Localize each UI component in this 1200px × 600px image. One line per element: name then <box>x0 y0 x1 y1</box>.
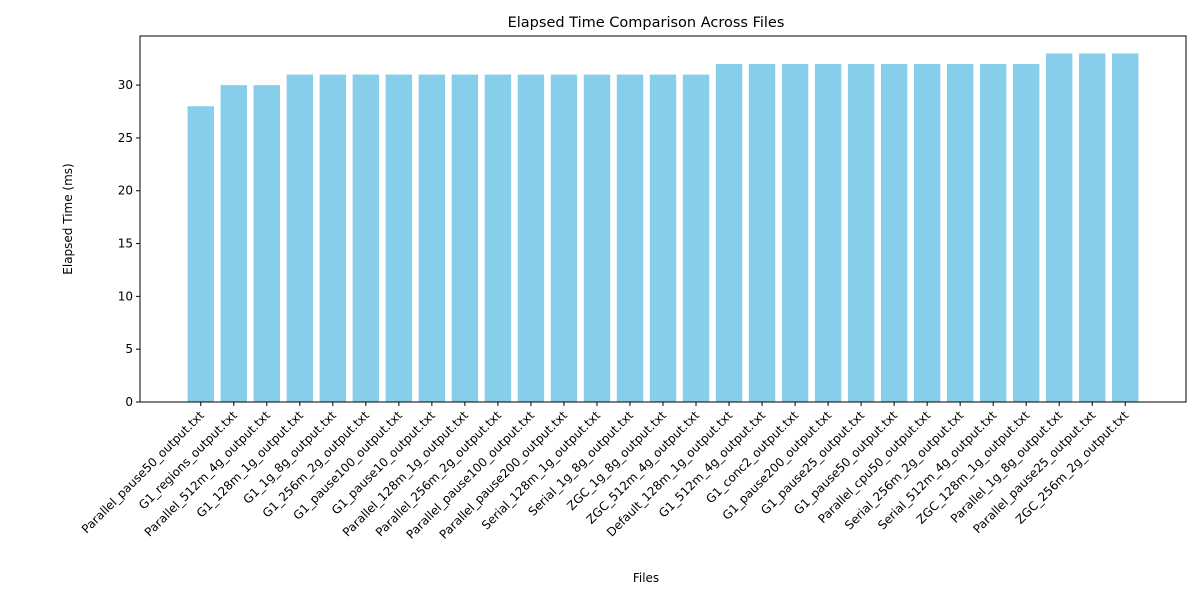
bar-18 <box>781 63 809 403</box>
y-tick-label-2: 10 <box>118 289 133 303</box>
bar-12 <box>583 74 611 403</box>
bar-14 <box>649 74 677 403</box>
bar-26 <box>1046 53 1073 403</box>
y-tick-label-1: 5 <box>125 342 133 356</box>
bar-20 <box>847 63 875 403</box>
y-axis-label: Elapsed Time (ms) <box>61 163 75 274</box>
bar-23 <box>946 63 974 403</box>
x-axis: Parallel_pause50_output.txtG1_regions_ou… <box>79 402 1132 542</box>
bar-22 <box>913 63 941 403</box>
bar-28 <box>1112 53 1139 403</box>
y-tick-label-0: 0 <box>125 395 133 409</box>
x-tick-label-0: Parallel_pause50_output.txt <box>79 408 207 536</box>
x-axis-label: Files <box>633 571 659 585</box>
x-tick-label-2: Parallel_512m_4g_output.txt <box>142 408 273 539</box>
bar-15 <box>682 74 710 403</box>
bar-8 <box>451 74 479 403</box>
bar-7 <box>418 74 446 403</box>
bar-3 <box>286 74 314 403</box>
bar-21 <box>880 63 908 403</box>
bar-5 <box>352 74 380 403</box>
bar-10 <box>517 74 545 403</box>
y-tick-label-4: 20 <box>118 184 133 198</box>
bar-1 <box>220 85 247 402</box>
bar-24 <box>979 63 1007 403</box>
bar-27 <box>1079 53 1106 403</box>
bar-0 <box>187 106 214 402</box>
bar-6 <box>385 74 413 403</box>
y-tick-label-5: 25 <box>118 131 133 145</box>
bar-11 <box>550 74 578 403</box>
chart-title: Elapsed Time Comparison Across Files <box>508 15 785 31</box>
bar-16 <box>715 63 743 403</box>
y-axis: 0 5 10 15 20 25 30 <box>118 78 140 409</box>
bar-17 <box>748 63 776 403</box>
bar-19 <box>814 63 842 403</box>
bars-group <box>187 53 1139 403</box>
y-tick-label-3: 15 <box>118 237 133 251</box>
bar-4 <box>319 74 347 403</box>
bar-2 <box>253 85 280 402</box>
plot-frame <box>139 35 1187 403</box>
y-tick-label-6: 30 <box>118 78 133 92</box>
bar-9 <box>484 74 512 403</box>
bar-13 <box>616 74 644 403</box>
bar-25 <box>1012 63 1040 403</box>
